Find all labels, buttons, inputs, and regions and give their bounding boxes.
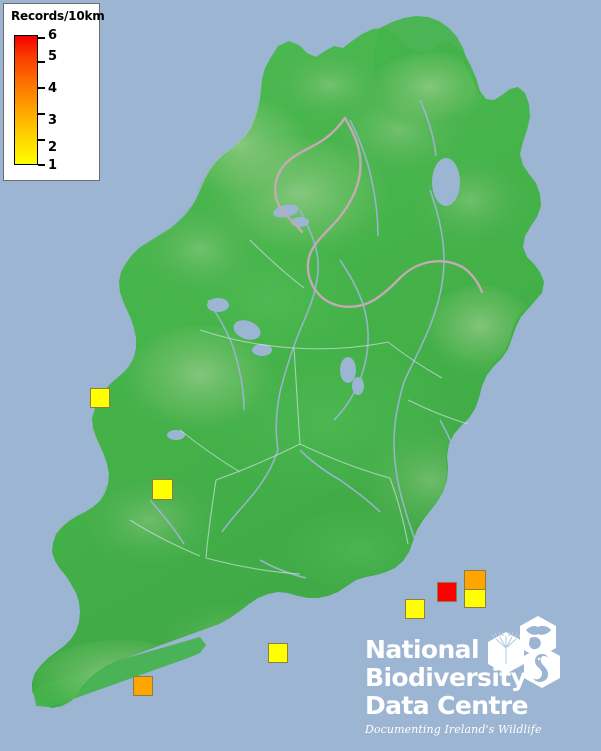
legend-tick-label-2: 2 <box>48 140 58 155</box>
logo-line-national: National <box>365 635 480 664</box>
logo-tagline: Documenting Ireland's Wildlife <box>365 723 542 736</box>
county-boundaries <box>129 239 469 575</box>
legend-tick-2 <box>38 139 45 141</box>
rivers <box>149 99 465 579</box>
legend-tick-4 <box>38 87 45 89</box>
legend-panel: Records/10km 6 5 4 3 2 1 <box>3 3 105 181</box>
record-square[interactable] <box>133 676 153 696</box>
record-square[interactable] <box>268 643 288 663</box>
legend-tick-label-4: 4 <box>48 81 58 96</box>
record-square[interactable] <box>405 599 425 619</box>
record-square[interactable] <box>464 589 486 608</box>
record-square[interactable] <box>437 582 457 602</box>
record-square[interactable] <box>152 479 173 500</box>
bird-hexagon-icon <box>520 616 556 658</box>
logo-wordmark: National Biodiversity Data Centre Docume… <box>365 635 542 737</box>
record-square[interactable] <box>464 570 486 590</box>
legend-tick-5 <box>38 61 45 63</box>
seahorse-hexagon-icon <box>524 646 560 688</box>
legend-tick-6 <box>38 37 45 39</box>
record-square[interactable] <box>90 388 110 408</box>
legend-tick-3 <box>38 113 45 115</box>
legend-color-bar <box>14 35 38 165</box>
legend-tick-label-1: 1 <box>48 158 58 173</box>
plant-hexagon-icon <box>488 631 524 674</box>
legend-tick-1 <box>38 164 45 166</box>
legend-title: Records/10km <box>11 9 105 23</box>
legend-tick-label-6: 6 <box>48 28 58 43</box>
legend-tick-label-5: 5 <box>48 49 58 64</box>
logo-line-data-centre: Data Centre <box>365 691 528 720</box>
northern-ireland-border <box>274 116 484 308</box>
three-hexagon-wildlife-mark <box>488 616 560 688</box>
legend-tick-label-3: 3 <box>48 113 58 128</box>
